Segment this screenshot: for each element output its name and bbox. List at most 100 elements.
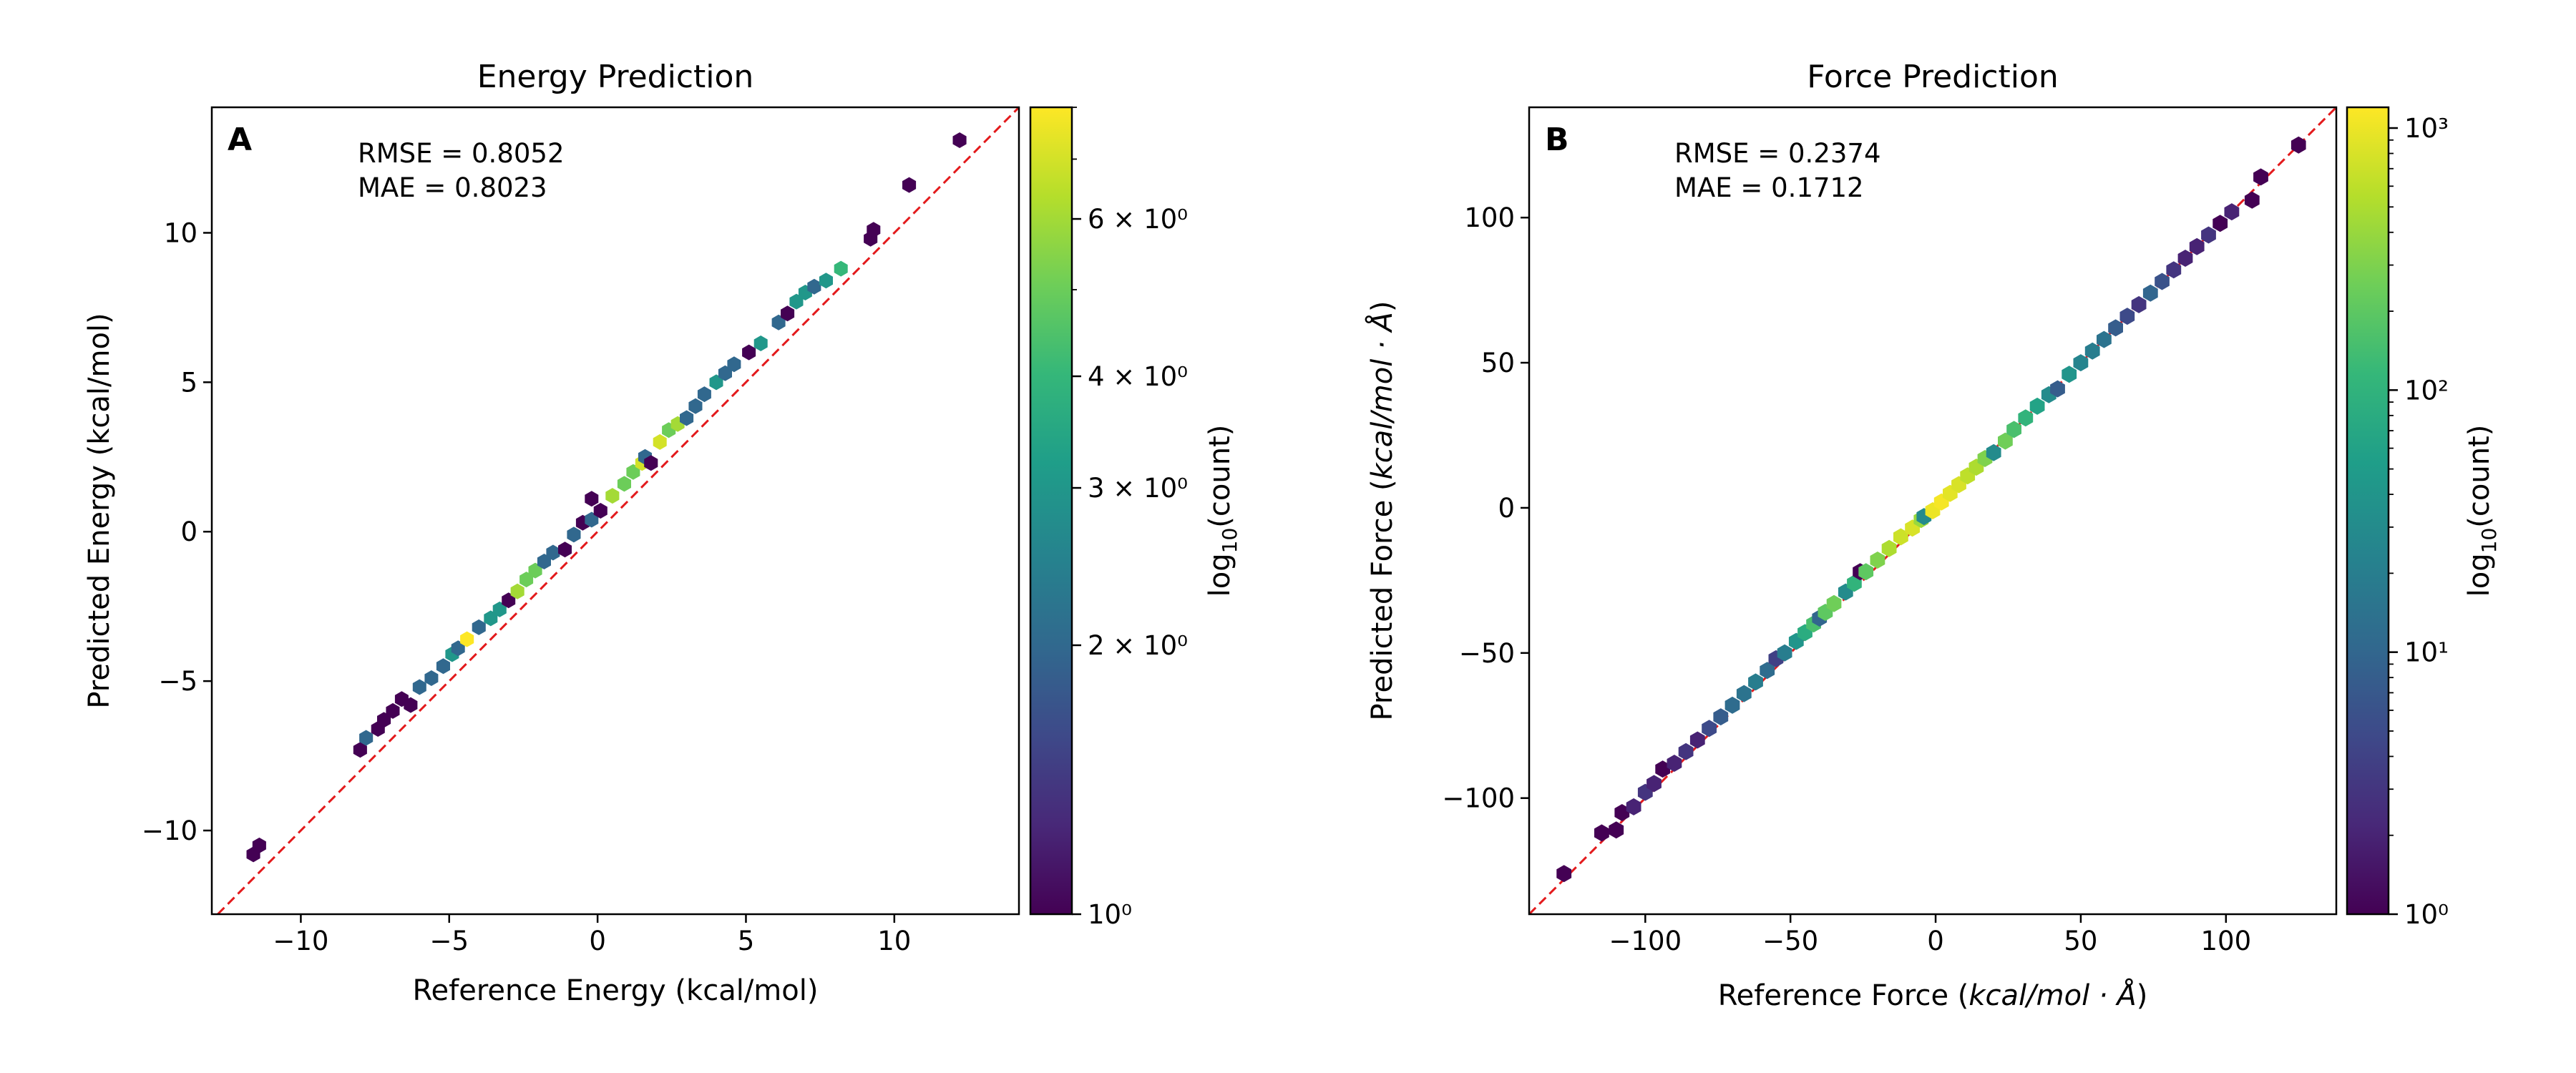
colorbar-tick-label: 6 × 10⁰ bbox=[1088, 204, 1188, 235]
hexbin-cell bbox=[781, 305, 795, 322]
panel-a-y-axis-label: Predicted Energy (kcal/mol) bbox=[83, 313, 116, 708]
hexbin-cell bbox=[2108, 319, 2123, 337]
panel-a-mae: MAE = 0.8023 bbox=[358, 172, 547, 203]
hexbin-cell bbox=[2224, 203, 2240, 221]
colorbar-tick-label: 10¹ bbox=[2404, 637, 2449, 668]
panel-a-x-ticks: −10 −5 0 5 10 bbox=[273, 914, 911, 956]
hexbin-cell bbox=[546, 544, 560, 561]
panel-a-colorbar: 10⁰ 2 × 10⁰ 3 × 10⁰ 4 × 10⁰ 6 × 10⁰ log10(co… bbox=[1029, 106, 1241, 930]
hexbin-cell bbox=[2212, 215, 2228, 232]
panel-b-x-ticks: −100 −50 0 50 100 bbox=[1609, 914, 2251, 956]
hexbin-cell bbox=[834, 260, 848, 277]
y-tick-label: 0 bbox=[1498, 493, 1515, 524]
y-tick-label: 0 bbox=[180, 516, 197, 547]
hexbin-cell bbox=[519, 572, 534, 588]
hexbin-cell bbox=[2119, 308, 2135, 325]
hexbin-cell bbox=[492, 601, 507, 617]
hexbin-cell bbox=[2073, 354, 2089, 372]
hexbin-cell bbox=[510, 583, 525, 599]
hexbin-cell bbox=[377, 712, 391, 728]
hexbin-cell bbox=[567, 526, 581, 543]
panel-b-mae: MAE = 0.1712 bbox=[1674, 172, 1864, 203]
hexbin-cell bbox=[1667, 755, 1682, 772]
panel-b-label: B bbox=[1545, 122, 1569, 158]
hexbin-cell bbox=[697, 386, 711, 403]
hexbin-cell bbox=[2062, 366, 2077, 383]
hexbin-cell bbox=[680, 410, 694, 426]
hexbin-cell bbox=[819, 273, 833, 289]
hexbin-cell bbox=[528, 562, 542, 579]
hexbin-cell bbox=[952, 132, 967, 148]
y-tick-label: −10 bbox=[142, 815, 197, 846]
panel-a-identity-line-group bbox=[217, 106, 1020, 916]
colorbar-tick-label: 4 × 10⁰ bbox=[1088, 361, 1188, 392]
identity-line bbox=[217, 106, 1020, 916]
y-tick-label: 5 bbox=[180, 367, 197, 398]
hexbin-cell bbox=[771, 314, 786, 330]
hexbin-cell bbox=[537, 554, 551, 569]
hexbin-cell bbox=[1986, 444, 2001, 461]
panel-b-y-axis-label: Predicted Force (kcal/mol · Å) bbox=[1365, 301, 1399, 721]
hexbin-cell bbox=[2142, 284, 2158, 302]
hexbin-cell bbox=[404, 697, 418, 713]
panel-a-colorbar-label: log10(count) bbox=[1204, 425, 1241, 597]
hexbin-cell bbox=[1870, 552, 1885, 569]
hexbin-cell bbox=[359, 730, 374, 746]
hexbin-cell bbox=[353, 742, 367, 758]
x-tick-label: 50 bbox=[2064, 926, 2097, 956]
hexbin-cell bbox=[2166, 261, 2182, 279]
hexbin-cell bbox=[1826, 594, 1842, 612]
hexbin-cell bbox=[1609, 821, 1624, 839]
hexbin-cell bbox=[2006, 421, 2021, 438]
panel-b-rmse: RMSE = 0.2374 bbox=[1674, 138, 1880, 169]
hexbin-cell bbox=[2189, 237, 2205, 255]
hexbin-cell bbox=[1893, 528, 1908, 546]
hexbin-cell bbox=[2253, 168, 2268, 186]
panel-b-colorbar-gradient bbox=[2346, 106, 2390, 916]
panel-b-hexbin-group bbox=[1556, 136, 2306, 883]
y-tick-label: 50 bbox=[1481, 348, 1515, 378]
hexbin-cell bbox=[1626, 798, 1641, 815]
panel-a-colorbar-ticks: 10⁰ 2 × 10⁰ 3 × 10⁰ 4 × 10⁰ 6 × 10⁰ bbox=[1072, 107, 1188, 930]
hexbin-cell bbox=[2050, 380, 2065, 398]
hexbin-cell bbox=[789, 293, 804, 310]
hexbin-cell bbox=[558, 542, 572, 558]
colorbar-tick-label: 10³ bbox=[2404, 113, 2449, 144]
hexbin-cell bbox=[1998, 432, 2013, 450]
x-tick-label: −10 bbox=[273, 926, 328, 956]
y-tick-label: 100 bbox=[1464, 202, 1515, 233]
hexbin-cell bbox=[1556, 865, 1572, 883]
hexbin-cell bbox=[1748, 673, 1763, 691]
hexbin-cell bbox=[709, 374, 723, 391]
hexbin-cell bbox=[2084, 342, 2100, 360]
hexbin-cell bbox=[688, 398, 703, 414]
x-tick-label: 0 bbox=[1927, 926, 1944, 956]
x-tick-label: −5 bbox=[429, 926, 469, 956]
hexbin-cell bbox=[807, 278, 821, 295]
panel-b: Force Prediction −100 −50 0 50 100 −100 −50 0 5… bbox=[1365, 59, 2338, 1012]
panel-a-x-axis-label: Reference Energy (kcal/mol) bbox=[413, 974, 819, 1007]
hexbin-cell bbox=[1736, 685, 1752, 702]
hexbin-cell bbox=[2029, 397, 2045, 415]
y-tick-label: −50 bbox=[1459, 638, 1515, 669]
hexbin-cell bbox=[718, 365, 732, 381]
hexbin-cell bbox=[902, 177, 917, 193]
hexbin-cell bbox=[753, 335, 768, 351]
hexbin-cell bbox=[2244, 191, 2260, 209]
hexbin-cell bbox=[742, 344, 756, 361]
hexbin-cell bbox=[1760, 662, 1775, 680]
hexbin-cell bbox=[727, 356, 741, 373]
hexbin-cell bbox=[1777, 644, 1792, 662]
panel-a-colorbar-gradient bbox=[1029, 106, 1073, 916]
y-tick-label: −5 bbox=[158, 666, 197, 697]
hexbin-cell bbox=[585, 511, 599, 528]
x-tick-label: −50 bbox=[1762, 926, 1818, 956]
y-tick-label: 10 bbox=[164, 217, 197, 248]
panel-a-title: Energy Prediction bbox=[477, 59, 754, 95]
hexbin-cell bbox=[653, 433, 667, 450]
colorbar-tick-label: 3 × 10⁰ bbox=[1088, 473, 1188, 504]
panel-b-colorbar: 10⁰ 10¹ 10² 10³ log10(count) bbox=[2346, 106, 2501, 930]
hexbin-cell bbox=[593, 503, 608, 519]
hexbin-cell bbox=[1678, 743, 1694, 760]
